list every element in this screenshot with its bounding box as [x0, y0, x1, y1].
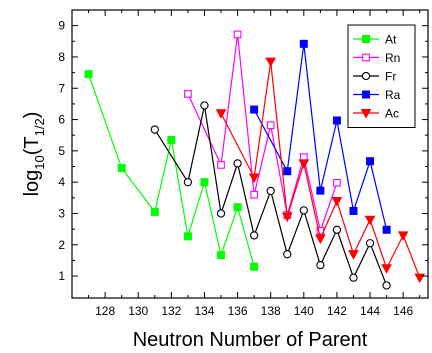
point-ac-138: [265, 57, 277, 68]
y-tick-label-3: 3: [58, 206, 65, 220]
point-ac-146: [397, 231, 409, 241]
point-rn-137: [250, 190, 258, 199]
legend-marker-rn: [362, 53, 370, 62]
point-ac-143: [348, 250, 359, 260]
point-fr-136: [233, 159, 242, 168]
point-ra-144: [366, 157, 375, 166]
point-ac-135: [215, 109, 227, 119]
point-fr-142: [332, 225, 342, 234]
series-line-rn: [187, 34, 338, 233]
legend-label-ra: Ra: [385, 88, 401, 102]
point-fr-138: [266, 186, 275, 196]
x-axis-title: Neutron Number of Parent: [133, 329, 368, 351]
point-ac-137: [248, 173, 260, 183]
legend-label-rn: Rn: [385, 51, 400, 65]
y-tick-label-9: 9: [58, 19, 65, 33]
series-ra: [250, 39, 391, 234]
point-fr-144: [365, 239, 375, 248]
point-at-137: [250, 262, 259, 271]
x-tick-label-130: 130: [128, 304, 148, 318]
point-ac-145: [381, 264, 392, 274]
point-fr-139: [283, 250, 292, 259]
y-axis-title: log10(T1/2): [21, 112, 47, 197]
point-rn-142: [333, 178, 341, 187]
series-line-ra: [253, 43, 388, 230]
legend-label-fr: Fr: [385, 70, 396, 84]
point-at-127: [84, 70, 93, 79]
legend-marker-ra: [362, 90, 370, 99]
x-tick-label-146: 146: [393, 304, 413, 318]
legend-marker-fr: [361, 71, 371, 81]
y-tick-label-7: 7: [58, 81, 65, 95]
point-ac-140: [298, 159, 310, 169]
point-fr-131: [150, 125, 159, 134]
point-ra-140: [299, 39, 308, 48]
ticks-layer: 128 130 132 134 136 138 140 142 144 146 1 2 3 4 5 6 7 8 9: [58, 9, 428, 318]
legend-marker-at: [362, 35, 370, 43]
y-tick-label-4: 4: [58, 175, 65, 189]
point-at-134: [200, 178, 209, 187]
x-tick-label-140: 140: [294, 304, 314, 318]
series-at: [84, 70, 259, 271]
point-ac-144: [364, 215, 376, 226]
x-tick-label-134: 134: [194, 304, 214, 318]
point-at-136: [233, 203, 242, 212]
point-fr-141: [316, 260, 325, 270]
point-ra-145: [382, 225, 391, 234]
x-tick-label-132: 132: [161, 304, 181, 318]
y-tick-label-5: 5: [58, 144, 65, 158]
legend: At Rn Fr Ra Ac: [347, 24, 416, 128]
point-fr-137: [249, 231, 259, 240]
x-tick-label-138: 138: [261, 304, 281, 318]
point-at-133: [183, 232, 192, 241]
point-fr-135: [216, 209, 226, 218]
point-rn-138: [266, 121, 275, 130]
point-fr-143: [349, 273, 358, 282]
point-at-132: [167, 135, 176, 144]
y-tick-label-8: 8: [58, 50, 65, 64]
series-layer: [84, 30, 426, 290]
point-fr-140: [299, 206, 308, 215]
series-line-ac: [220, 61, 421, 278]
y-tick-label-2: 2: [58, 238, 65, 252]
point-rn-133: [184, 90, 192, 98]
point-rn-136: [233, 30, 242, 39]
x-tick-label-128: 128: [95, 304, 115, 318]
series-line-fr: [154, 105, 388, 286]
point-ra-137: [250, 105, 259, 114]
x-tick-label-142: 142: [327, 304, 347, 318]
point-ac-142: [331, 196, 343, 207]
point-ac-141: [315, 234, 326, 245]
x-tick-label-144: 144: [360, 304, 380, 318]
point-fr-133: [183, 178, 193, 187]
point-at-131: [150, 207, 159, 216]
legend-label-at: At: [385, 33, 397, 47]
point-ra-141: [316, 186, 325, 195]
point-rn-135: [217, 161, 225, 169]
legend-label-ac: Ac: [385, 107, 399, 121]
series-fr: [150, 101, 391, 290]
point-fr-145: [382, 281, 391, 290]
point-ac-139: [281, 212, 293, 223]
point-at-129: [117, 164, 126, 173]
y-tick-label-1: 1: [58, 269, 65, 283]
point-fr-134: [200, 101, 209, 110]
plot-frame: [71, 9, 429, 299]
legend-marker-ac: [360, 109, 372, 119]
y-tick-label-6: 6: [58, 113, 65, 127]
point-ac-147: [414, 273, 426, 284]
series-rn: [184, 30, 341, 235]
point-ra-139: [283, 167, 292, 176]
x-tick-label-136: 136: [228, 304, 248, 318]
series-ac: [215, 57, 426, 284]
point-ra-142: [332, 116, 341, 125]
point-at-135: [217, 251, 226, 260]
point-ra-143: [349, 206, 358, 215]
